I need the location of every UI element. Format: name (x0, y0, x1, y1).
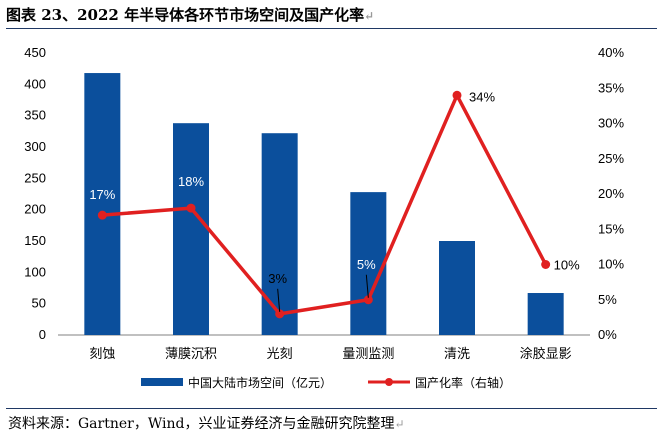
x-tick-label: 量测监测 (342, 347, 394, 362)
y-left-tick-label: 150 (24, 233, 46, 248)
line-data-label: 5% (357, 257, 376, 272)
bar (350, 192, 387, 335)
legend-bar-swatch (141, 378, 183, 386)
y-right-tick-label: 10% (598, 257, 624, 272)
line-data-label: 17% (89, 187, 115, 202)
line-point (541, 260, 551, 269)
x-tick-label: 刻蚀 (89, 347, 115, 362)
y-left-tick-label: 450 (24, 45, 46, 60)
legend-line-label: 国产化率（右轴） (415, 375, 511, 390)
axes: 0 50 100 150 200 250 300 350 400 450 0% 5% 10% 15% 20%… (24, 45, 624, 362)
bar (527, 293, 564, 335)
bar (261, 133, 298, 335)
y-left-tick-label: 350 (24, 108, 46, 123)
y-right-tick-label: 30% (598, 116, 624, 131)
bar (84, 73, 121, 335)
y-left-tick-label: 100 (24, 264, 46, 279)
line-data-label: 10% (554, 258, 580, 273)
legend-line-marker (385, 378, 393, 386)
x-tick-label: 薄膜沉积 (165, 347, 217, 362)
x-tick-label: 清洗 (444, 347, 470, 362)
line-point (363, 295, 373, 305)
y-right-tick-label: 15% (598, 221, 624, 236)
bars (84, 73, 564, 335)
source-rule (6, 408, 657, 409)
y-left-tick-label: 50 (32, 296, 46, 311)
y-left-tick-label: 300 (24, 139, 46, 154)
label-leader (365, 274, 369, 298)
y-left-tick-label: 0 (39, 327, 46, 342)
x-tick-label: 涂胶显影 (520, 346, 572, 362)
source-note: 资料来源：Gartner，Wind，兴业证券经济与金融研究院整理↵ (8, 416, 405, 432)
y-left-tick-label: 250 (24, 170, 46, 185)
line-series (97, 90, 551, 319)
x-tick-label: 光刻 (267, 347, 293, 362)
y-left-tick-label: 400 (24, 76, 46, 91)
y-right-tick-label: 20% (598, 186, 624, 201)
y-right-tick-label: 5% (598, 292, 617, 307)
legend-bar-label: 中国大陆市场空间（亿元） (188, 375, 332, 390)
line-point (275, 309, 285, 319)
line-point (186, 203, 196, 213)
y-left-tick-label: 200 (24, 202, 46, 217)
label-leader (277, 288, 281, 312)
bar (439, 241, 475, 335)
bar (173, 123, 209, 335)
line-point (97, 210, 107, 220)
y-right-tick-label: 40% (598, 45, 624, 60)
line-data-label: 34% (469, 89, 495, 104)
series-line (102, 93, 548, 316)
line-data-label: 3% (268, 271, 287, 286)
y-right-tick-label: 0% (598, 327, 617, 342)
line-point (452, 90, 462, 100)
line-data-label: 18% (178, 174, 204, 189)
y-right-tick-label: 25% (598, 151, 624, 166)
chart-title: 图表 23、2022 年半导体各环节市场空间及国产化率↵ (6, 6, 375, 24)
data-labels: 17% 18% 3% 5% 34% 10% (89, 89, 580, 312)
legend: 中国大陆市场空间（亿元） 国产化率（右轴） (141, 375, 511, 390)
y-right-tick-label: 35% (598, 80, 624, 95)
title-rule (6, 28, 657, 29)
